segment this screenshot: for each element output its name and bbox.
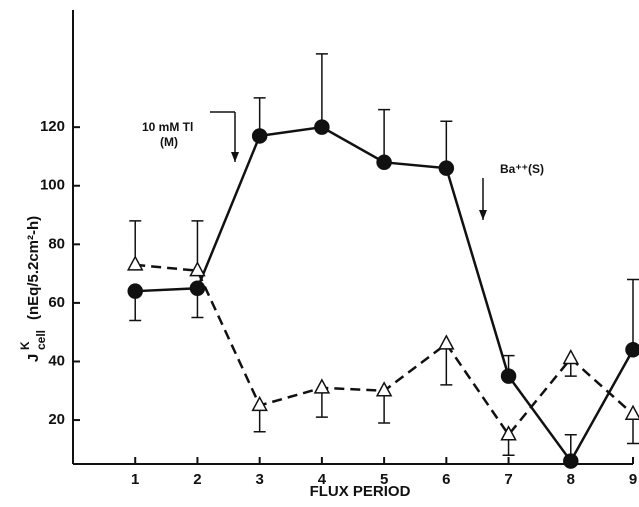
marker xyxy=(625,342,639,358)
x-tick-label: 6 xyxy=(442,471,450,488)
marker xyxy=(189,261,206,277)
y-axis-label: J K cell (nEq/5.2cm²-h) xyxy=(18,216,48,362)
annotation-text: 10 mM Tl xyxy=(142,120,193,134)
x-tick-label: 7 xyxy=(504,471,512,488)
error-bar xyxy=(440,120,453,169)
error-bar xyxy=(378,108,391,163)
marker xyxy=(500,425,517,441)
x-tick-label: 4 xyxy=(318,471,327,488)
y-tick-label: 60 xyxy=(48,294,65,311)
x-tick-label: 5 xyxy=(380,471,388,488)
marker xyxy=(438,160,455,176)
y-tick-label: 80 xyxy=(48,235,65,252)
marker xyxy=(251,395,268,412)
error-bar xyxy=(315,53,328,128)
x-axis-label: FLUX PERIOD xyxy=(310,483,411,500)
y-label-symbol: J xyxy=(25,354,42,362)
x-tick-label: 2 xyxy=(193,471,201,488)
marker xyxy=(189,280,206,297)
marker xyxy=(500,368,517,384)
marker xyxy=(313,378,331,394)
marker xyxy=(127,283,143,299)
y-label-sup: K xyxy=(18,341,32,350)
y-tick-label: 100 xyxy=(40,177,65,194)
marker xyxy=(562,348,580,365)
marker xyxy=(375,381,393,397)
y-label-units: (nEq/5.2cm²-h) xyxy=(25,216,42,320)
annotation-text: Ba⁺⁺(S) xyxy=(500,162,544,176)
marker xyxy=(314,119,330,135)
error-bar xyxy=(627,278,639,350)
arrow-head xyxy=(479,210,487,220)
marker xyxy=(126,255,144,271)
x-tick-label: 1 xyxy=(131,471,139,488)
annotation-text: (M) xyxy=(160,135,178,149)
marker xyxy=(438,334,455,350)
y-tick-label: 40 xyxy=(48,352,65,369)
x-tick-label: 9 xyxy=(629,471,637,488)
x-tick-label: 8 xyxy=(567,471,575,488)
y-tick-label: 20 xyxy=(48,411,65,428)
y-tick-label: 120 xyxy=(40,118,65,135)
marker xyxy=(563,453,579,469)
arrow-head xyxy=(231,152,239,162)
error-bar xyxy=(440,343,453,386)
marker xyxy=(251,128,268,144)
marker xyxy=(624,404,639,420)
marker xyxy=(376,154,392,171)
y-label-sub: cell xyxy=(34,330,48,350)
x-tick-label: 3 xyxy=(255,471,263,488)
